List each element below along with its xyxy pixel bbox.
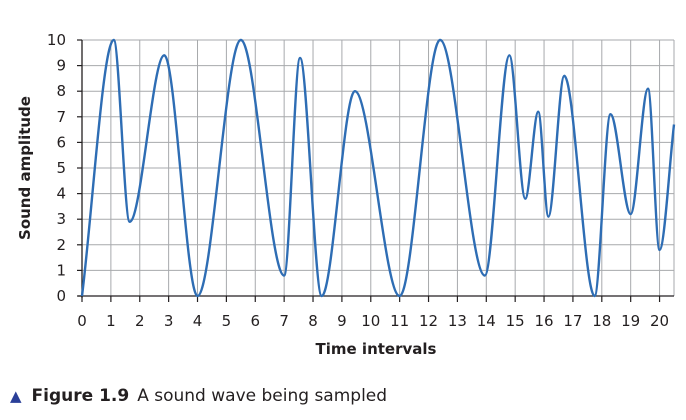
x-tick-label: 15	[506, 312, 525, 330]
x-tick-label: 6	[250, 312, 260, 330]
y-tick-label: 6	[56, 133, 66, 151]
y-tick-label: 9	[56, 57, 66, 75]
caption-triangle-icon: ▲	[10, 387, 22, 405]
sound-wave-chart: 0 1 2 3 4 5 6 7 8 9 10 11 12 13 14 15 16 17 18 19 20 0123456…	[16, 31, 676, 358]
x-tick-label: 8	[308, 312, 318, 330]
x-tick-label: 7	[279, 312, 289, 330]
x-tick-label: 1	[106, 312, 116, 330]
figure-caption: ▲ Figure 1.9 A sound wave being sampled	[10, 386, 387, 406]
figure-label: Figure 1.9	[31, 386, 130, 406]
axes	[77, 39, 674, 302]
y-tick-label: 10	[47, 31, 66, 49]
x-tick-label: 3	[164, 312, 174, 330]
x-tick-labels: 0 1 2 3 4 5 6 7 8 9 10 11 12 13 14 15 16 17 18 19 20	[77, 312, 669, 330]
y-tick-label: 2	[56, 236, 66, 254]
x-tick-label: 0	[77, 312, 87, 330]
x-tick-label: 19	[621, 312, 640, 330]
y-tick-label: 4	[56, 185, 66, 203]
y-tick-label: 1	[56, 261, 66, 279]
x-tick-label: 13	[448, 312, 467, 330]
y-axis-title: Sound amplitude	[16, 96, 34, 240]
sound-wave-line	[80, 38, 676, 298]
caption-text: A sound wave being sampled	[137, 386, 388, 406]
y-tick-labels: 0 1 2 3 4 5 6 7 8 9 10	[47, 31, 66, 305]
x-tick-label: 5	[222, 312, 232, 330]
x-axis-title: Time intervals	[316, 340, 437, 358]
y-tick-label: 8	[56, 82, 66, 100]
x-tick-label: 11	[390, 312, 409, 330]
y-tick-label: 0	[56, 287, 66, 305]
x-tick-label: 9	[337, 312, 347, 330]
y-tick-label: 3	[56, 210, 66, 228]
y-tick-label: 5	[56, 159, 66, 177]
x-tick-label: 4	[193, 312, 203, 330]
x-tick-label: 2	[135, 312, 145, 330]
x-tick-label: 12	[419, 312, 438, 330]
grid	[82, 39, 675, 296]
x-tick-label: 17	[563, 312, 582, 330]
x-tick-label: 10	[361, 312, 380, 330]
y-tick-label: 7	[56, 108, 66, 126]
x-tick-label: 16	[535, 312, 554, 330]
x-tick-label: 20	[650, 312, 669, 330]
x-tick-label: 18	[592, 312, 611, 330]
x-tick-label: 14	[477, 312, 496, 330]
